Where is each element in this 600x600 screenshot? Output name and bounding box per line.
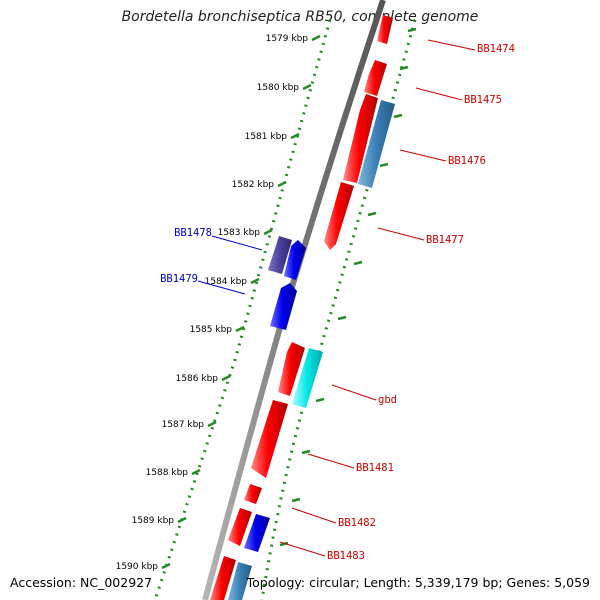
gene-label: BB1483	[327, 550, 365, 562]
kbp-tick-label: 1583 kbp	[218, 228, 261, 238]
kbp-tick-label: 1588 kbp	[146, 468, 189, 478]
outer-tick-mark	[407, 27, 417, 33]
gene-bb1479	[270, 283, 297, 330]
gene-label: BB1474	[477, 43, 515, 55]
genome-summary-text: Topology: circular; Length: 5,339,179 bp…	[246, 575, 590, 590]
gene-bb1476-red	[343, 94, 378, 183]
outer-tick-mark	[291, 497, 301, 503]
kbp-tick-label: 1586 kbp	[176, 374, 219, 384]
kbp-tick-mark	[235, 325, 245, 333]
gene-label: BB1481	[356, 462, 394, 474]
kbp-tick-mark	[290, 132, 300, 140]
gene-bb1481	[251, 400, 288, 478]
gene-teal-bottom	[228, 562, 252, 600]
gene-bb1477	[324, 182, 354, 250]
accession-text: Accession: NC_002927	[10, 575, 153, 590]
outer-tick-mark	[315, 397, 325, 403]
kbp-tick-label: 1590 kbp	[116, 562, 159, 572]
kbp-tick-mark	[191, 468, 201, 476]
outer-tick-mark	[399, 65, 409, 71]
kbp-tick-mark	[177, 516, 187, 524]
gene-bb1474	[377, 15, 393, 44]
gene-bb1478-purple	[268, 236, 292, 274]
kbp-tick-label: 1587 kbp	[162, 420, 205, 430]
gene-label-leader	[427, 39, 476, 51]
gene-label: BB1476	[448, 155, 486, 167]
gene-feature-group	[210, 15, 395, 600]
gene-label: BB1482	[338, 517, 376, 529]
gene-bb1478	[284, 240, 306, 280]
outer-tick-mark	[367, 211, 377, 217]
gene-label-leader	[415, 87, 463, 101]
kbp-tick-mark	[221, 374, 231, 382]
gene-bb1482	[228, 508, 252, 546]
kbp-tick-mark	[263, 228, 273, 236]
gene-label-leader	[307, 453, 355, 469]
kbp-tick-mark	[311, 34, 321, 42]
kbp-tick-mark	[277, 180, 287, 188]
kbp-tick-label: 1579 kbp	[266, 34, 309, 44]
gene-label: BB1475	[464, 94, 502, 106]
kbp-tick-mark	[302, 83, 312, 91]
outer-tick-mark	[379, 162, 389, 168]
gene-label-leader	[291, 507, 337, 524]
outer-tick-mark	[393, 113, 403, 119]
kbp-tick-mark	[161, 562, 171, 570]
kbp-tick-label: 1581 kbp	[245, 132, 288, 142]
gene-label-leader	[399, 149, 447, 162]
gene-bb1483	[244, 514, 270, 552]
gene-red-bottom	[210, 556, 236, 600]
kbp-tick-mark	[250, 277, 260, 285]
gene-label: BB1478	[174, 227, 212, 239]
gene-label-group: BB1474 BB1475 BB1476 BB1477 BB1478 BB1479 gbd B…	[160, 39, 515, 562]
kbp-tick-mark	[207, 420, 217, 428]
outer-tick-mark	[279, 541, 289, 547]
gene-label-leader	[279, 541, 326, 557]
gene-label-leader	[197, 280, 246, 295]
gene-label: gbd	[378, 394, 397, 406]
gene-red-a	[278, 342, 305, 396]
outer-tick-mark	[337, 315, 347, 321]
gene-label-leader	[211, 235, 263, 251]
outer-tick-mark	[301, 449, 311, 455]
gene-label-leader	[377, 227, 425, 241]
gene-red-small	[244, 484, 262, 504]
gene-bb1476-teal	[358, 100, 395, 188]
gene-bb1475	[364, 60, 387, 96]
kbp-tick-label: 1584 kbp	[205, 277, 248, 287]
kbp-tick-label: 1582 kbp	[232, 180, 275, 190]
kbp-tick-label: 1585 kbp	[190, 325, 233, 335]
gene-label-leader	[331, 384, 377, 401]
kbp-tick-label: 1580 kbp	[257, 83, 300, 93]
gene-label: BB1477	[426, 234, 464, 246]
gene-label: BB1479	[160, 273, 198, 285]
outer-tick-mark	[353, 260, 363, 266]
kbp-tick-label: 1589 kbp	[132, 516, 175, 526]
gene-gbd	[292, 348, 323, 408]
kbp-tick-group: 1579 kbp 1580 kbp 1581 kbp 1582 kbp 1583 kbp…	[116, 27, 417, 572]
